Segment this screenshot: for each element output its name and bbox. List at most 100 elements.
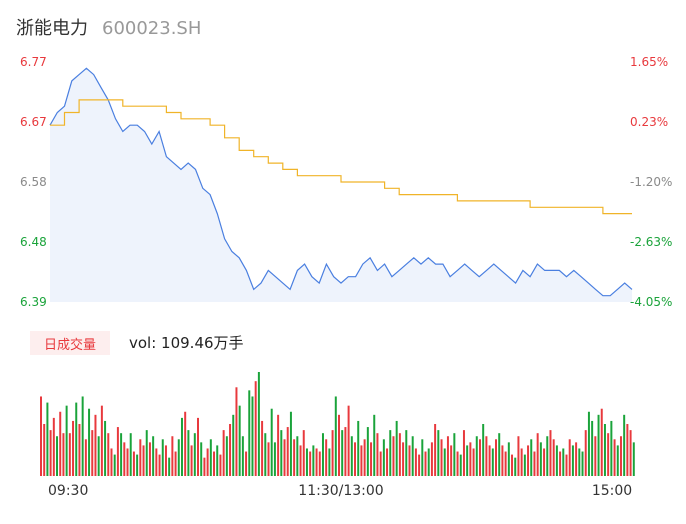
volume-bar — [315, 448, 318, 476]
volume-bar — [328, 448, 331, 476]
volume-bar — [354, 442, 357, 476]
volume-bar — [334, 396, 337, 476]
volume-bar — [520, 448, 523, 476]
volume-bar — [222, 430, 225, 476]
volume-bar — [78, 424, 81, 476]
volume-bar — [565, 454, 568, 476]
volume-bar — [485, 436, 488, 476]
volume-bar — [421, 439, 424, 476]
volume-bar — [607, 433, 610, 476]
volume-bar — [232, 414, 235, 476]
x-tick-label: 11:30/13:00 — [298, 483, 383, 499]
volume-bar — [459, 454, 462, 476]
volume-bar — [136, 454, 139, 476]
volume-bar — [84, 439, 87, 476]
volume-bar — [398, 433, 401, 476]
y-tick-right: 0.23% — [630, 115, 668, 129]
volume-bar — [555, 445, 558, 476]
volume-bar — [321, 433, 324, 476]
volume-bar — [126, 448, 129, 476]
x-tick-label: 15:00 — [592, 483, 632, 499]
volume-bar — [363, 439, 366, 476]
volume-bar — [65, 405, 68, 476]
volume-bar — [517, 436, 520, 476]
y-tick-left: 6.39 — [20, 295, 47, 309]
volume-bar — [206, 448, 209, 476]
volume-bar — [414, 448, 417, 476]
volume-bar — [575, 442, 578, 476]
y-tick-right: -4.05% — [630, 295, 672, 309]
volume-bar — [174, 451, 177, 476]
volume-bar — [613, 439, 616, 476]
volume-bar — [482, 424, 485, 476]
volume-bar — [533, 451, 536, 476]
volume-bar — [152, 436, 155, 476]
volume-bar — [562, 448, 565, 476]
daily-volume-tab[interactable]: 日成交量 — [30, 331, 110, 355]
price-line — [49, 67, 633, 297]
volume-bar — [248, 390, 251, 476]
volume-bar — [72, 420, 75, 476]
price-area — [50, 68, 632, 302]
volume-bar — [273, 442, 276, 476]
volume-bar — [113, 454, 116, 476]
volume-bar — [376, 433, 379, 476]
volume-bar — [216, 445, 219, 476]
y-tick-right: 1.65% — [630, 55, 668, 69]
volume-bar — [408, 445, 411, 476]
volume-bar — [610, 420, 613, 476]
chart-header: 浙能电力 600023.SH — [16, 14, 201, 40]
volume-bar — [405, 430, 408, 476]
volume-bar — [475, 436, 478, 476]
volume-bar — [373, 414, 376, 476]
volume-bar — [539, 442, 542, 476]
volume-bar — [261, 420, 264, 476]
volume-bar — [100, 405, 103, 476]
volume-bar — [527, 445, 530, 476]
volume-bar — [626, 424, 629, 476]
volume-bar — [491, 448, 494, 476]
volume-bar — [434, 424, 437, 476]
volume-bar — [91, 430, 94, 476]
volume-bar — [523, 454, 526, 476]
volume-bar — [197, 417, 199, 476]
volume-bar — [293, 439, 296, 476]
volume-bar — [338, 414, 340, 476]
volume-bar — [270, 408, 273, 476]
volume-bar — [495, 439, 497, 476]
volume-bar — [450, 445, 453, 476]
volume-bar — [158, 454, 161, 476]
volume-bar — [139, 439, 142, 476]
volume-bar — [424, 451, 427, 476]
volume-bar — [142, 445, 145, 476]
volume-bar — [357, 420, 360, 476]
volume-bar — [366, 427, 369, 476]
volume-bar — [597, 414, 600, 476]
volume-bar — [437, 430, 440, 476]
volume-bar — [344, 427, 347, 476]
volume-bar — [587, 411, 590, 476]
volume-bar — [511, 454, 514, 476]
volume-bar — [94, 414, 97, 476]
volume-bar — [504, 451, 507, 476]
volume-bar — [549, 430, 552, 476]
volume-bar — [107, 433, 110, 476]
volume-bar — [52, 417, 55, 476]
volume-bar — [331, 430, 334, 476]
volume-bar — [552, 439, 555, 476]
volume-bar — [257, 372, 260, 476]
volume-bar — [302, 430, 305, 476]
volume-bar — [132, 451, 135, 476]
volume-bar — [312, 445, 315, 476]
volume-bar — [277, 414, 280, 476]
volume-bar — [168, 457, 171, 476]
volume-bar — [235, 387, 238, 476]
volume-bar — [446, 436, 449, 476]
volume-bar — [171, 436, 174, 476]
volume-bar — [578, 448, 581, 476]
volume-bar — [395, 420, 398, 476]
volume-bar — [581, 451, 584, 476]
volume-bar — [267, 442, 270, 476]
volume-bar — [193, 433, 196, 476]
